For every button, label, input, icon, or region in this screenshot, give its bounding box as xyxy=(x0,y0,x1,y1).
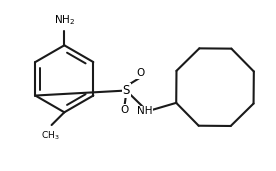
Text: S: S xyxy=(123,84,130,97)
Text: O: O xyxy=(136,68,144,78)
Text: CH$_3$: CH$_3$ xyxy=(41,129,60,142)
Text: NH$_2$: NH$_2$ xyxy=(54,13,75,27)
Text: O: O xyxy=(121,105,129,115)
Text: NH: NH xyxy=(137,106,152,116)
